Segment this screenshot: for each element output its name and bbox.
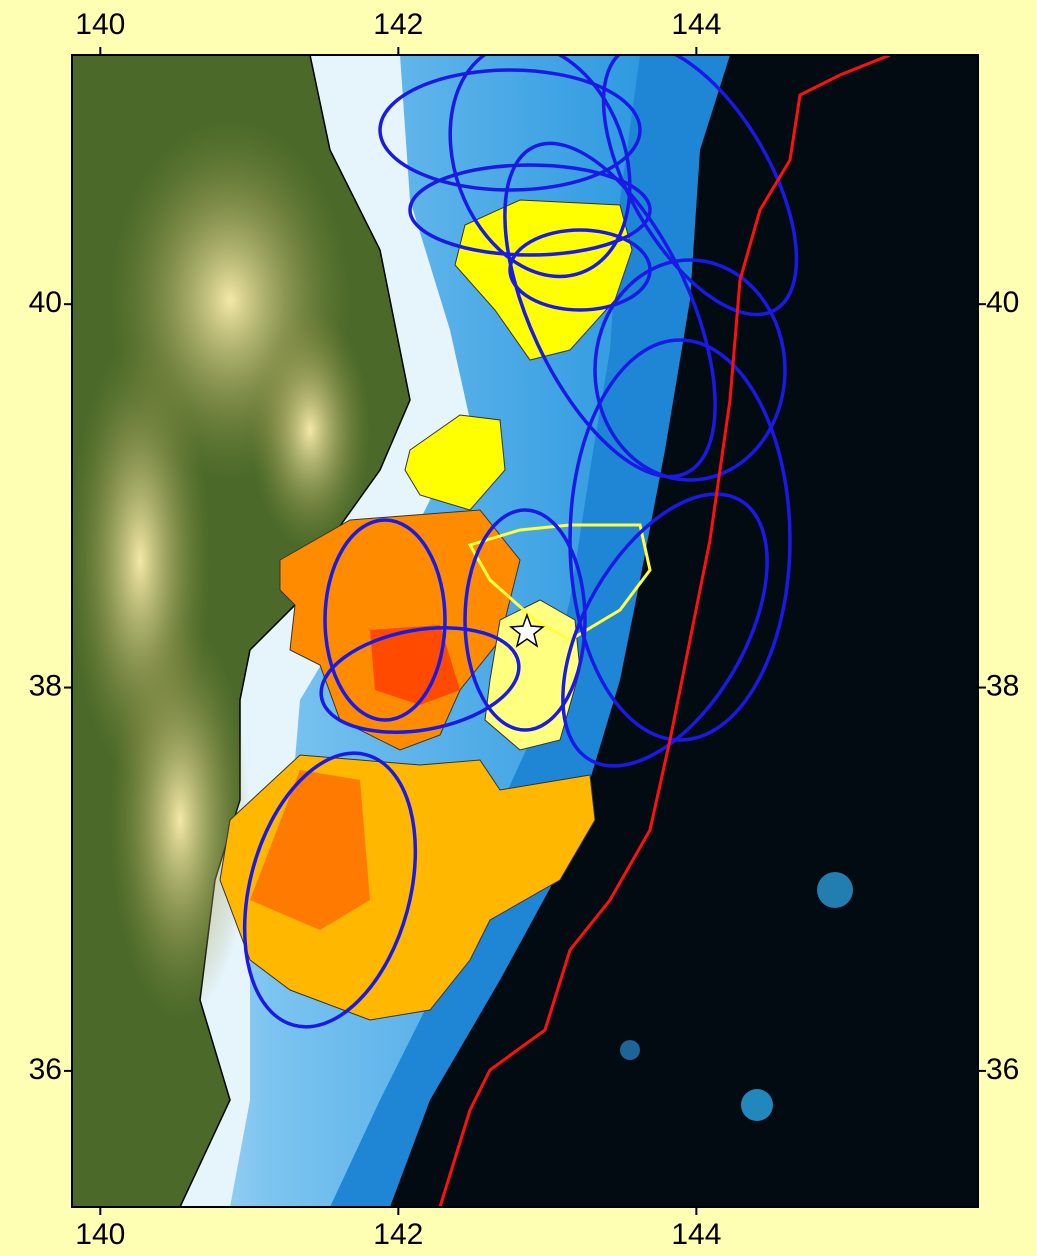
x-tick-label: 144	[671, 1218, 721, 1251]
x-tick-label: 140	[75, 8, 125, 41]
x-tick-label: 144	[671, 8, 721, 41]
y-tick-label: 36	[986, 1053, 1019, 1086]
y-tick-label: 40	[29, 286, 62, 319]
map-area	[70, 15, 978, 1207]
mountains	[250, 310, 370, 550]
x-tick-label: 142	[373, 1218, 423, 1251]
mountains	[110, 620, 250, 1020]
seamount	[741, 1089, 773, 1121]
y-tick-label: 36	[29, 1053, 62, 1086]
seamount	[817, 872, 853, 908]
x-tick-label: 140	[75, 1218, 125, 1251]
map-figure: 140 140 142 142 144 144 36 36 38 38 40 40	[0, 0, 1037, 1256]
y-tick-label: 40	[986, 286, 1019, 319]
y-tick-label: 38	[986, 669, 1019, 702]
x-tick-label: 142	[373, 8, 423, 41]
seamount	[620, 1040, 640, 1060]
y-tick-label: 38	[29, 669, 62, 702]
